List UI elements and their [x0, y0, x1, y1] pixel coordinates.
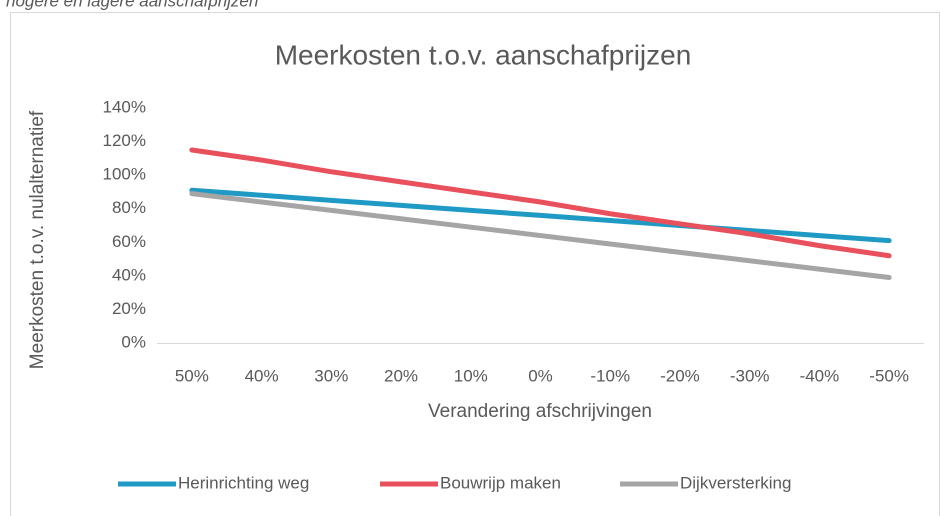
caption: hogere en lagere aanschafprijzen — [6, 0, 258, 10]
y-tick-label: 0% — [121, 332, 146, 351]
x-tick-label: 20% — [384, 366, 418, 385]
x-tick-label: -10% — [590, 366, 630, 385]
x-tick-label: -40% — [800, 366, 840, 385]
x-tick-label: 10% — [454, 366, 488, 385]
x-axis-label: Verandering afschrijvingen — [428, 401, 652, 422]
y-tick-label: 20% — [112, 299, 146, 318]
x-tick-label: -20% — [660, 366, 700, 385]
legend-label: Bouwrijp maken — [440, 473, 561, 492]
legend-label: Herinrichting weg — [178, 473, 309, 492]
x-tick-label: -50% — [869, 366, 909, 385]
x-tick-label: 0% — [528, 366, 553, 385]
x-tick-label: -30% — [730, 366, 770, 385]
y-tick-label: 40% — [112, 265, 146, 284]
line-series — [189, 191, 892, 281]
y-tick-label: 80% — [112, 198, 146, 217]
y-axis-label: Meerkosten t.o.v. nulalternatief — [27, 110, 48, 369]
x-tick-label: 30% — [314, 366, 348, 385]
y-tick-label: 60% — [112, 232, 146, 251]
x-tick-label: 50% — [175, 366, 209, 385]
chart-title: Meerkosten t.o.v. aanschafprijzen — [275, 39, 692, 70]
chart-frame — [10, 12, 940, 516]
line-series — [189, 147, 892, 259]
line-series — [189, 187, 892, 244]
y-tick-label: 100% — [103, 165, 146, 184]
legend-label: Dijkversterking — [680, 473, 791, 492]
y-tick-label: 140% — [103, 97, 146, 116]
x-tick-label: 40% — [245, 366, 279, 385]
y-tick-label: 120% — [103, 131, 146, 150]
